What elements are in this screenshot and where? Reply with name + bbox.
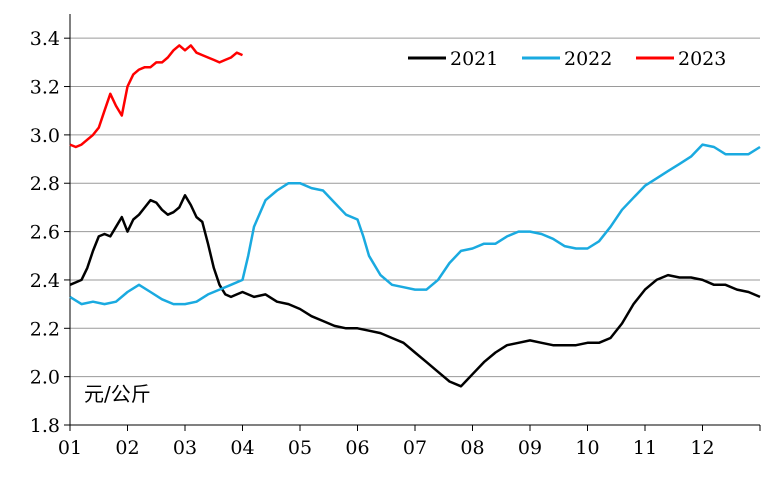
x-tick-label: 08 xyxy=(460,437,484,459)
x-tick-label: 02 xyxy=(115,437,139,459)
y-tick-label: 3.4 xyxy=(30,28,60,50)
series-line-2023 xyxy=(69,44,243,149)
y-tick-label: 3.2 xyxy=(30,77,60,99)
horizontal-grid-lines xyxy=(70,37,760,378)
legend: 2021 2022 2023 xyxy=(408,48,726,70)
y-axis: 1.8 2.0 2.2 2.4 2.6 2.8 3.0 3.2 3.4 xyxy=(30,14,71,437)
y-tick-label: 2.8 xyxy=(30,173,60,195)
x-tick-label: 07 xyxy=(403,437,427,459)
y-tick-label: 2.2 xyxy=(30,318,60,340)
legend-label-2023: 2023 xyxy=(678,48,726,70)
y-tick-label: 1.8 xyxy=(30,415,60,437)
legend-label-2022: 2022 xyxy=(564,48,612,70)
x-tick-label: 09 xyxy=(518,437,542,459)
unit-label: 元/公斤 xyxy=(84,382,151,406)
x-tick-label: 04 xyxy=(230,437,254,459)
legend-label-2021: 2021 xyxy=(450,48,498,70)
x-tick-label: 11 xyxy=(633,437,657,459)
x-tick-label: 10 xyxy=(575,437,599,459)
x-tick-label: 06 xyxy=(345,437,369,459)
x-tick-label: 12 xyxy=(690,437,714,459)
x-tick-label: 01 xyxy=(58,437,82,459)
x-axis: 01 02 03 04 05 06 07 08 09 10 11 12 xyxy=(58,424,761,459)
y-tick-label: 2.6 xyxy=(30,222,60,244)
x-tick-label: 05 xyxy=(288,437,312,459)
series-line-2021 xyxy=(69,194,761,388)
series-lines xyxy=(69,44,761,388)
y-tick-label: 2.0 xyxy=(30,367,60,389)
series-line-2022 xyxy=(69,143,761,306)
y-tick-label: 3.0 xyxy=(30,125,60,147)
x-tick-label: 03 xyxy=(173,437,197,459)
y-tick-label: 2.4 xyxy=(30,270,60,292)
